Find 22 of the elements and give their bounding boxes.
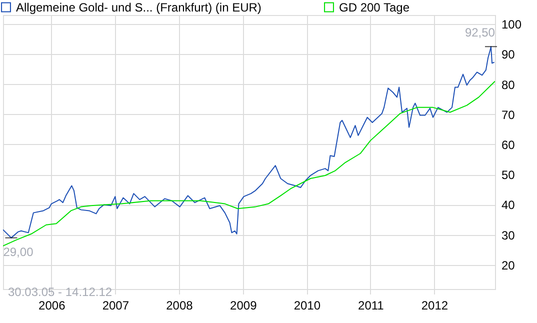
annotation: 30.03.05 - 14.12.12 [8,285,112,299]
y-tick-label: 30 [502,228,516,242]
annotation: 92,50 [464,26,496,40]
legend-label: GD 200 Tage [339,0,410,14]
line-series [3,80,495,246]
x-tick-label: 2006 [38,298,66,312]
y-tick-label: 70 [502,108,516,122]
annotation: 29,00 [3,244,34,259]
x-tick-label: 2008 [166,298,194,312]
y-tick-label: 90 [502,48,516,62]
y-tick-label: 50 [502,168,516,182]
x-tick-label: 2010 [294,298,321,312]
y-tick-label: 40 [502,198,516,212]
y-tick-label: 20 [502,258,516,272]
x-tick-label: 2011 [358,298,384,312]
y-tick-label: 100 [502,18,522,32]
legend-label: Allgemeine Gold- und S... (Frankfurt) (in EUR) [16,0,262,14]
y-tick-label: 80 [502,78,516,92]
x-tick-label: 2007 [102,298,130,312]
x-tick-label: 2009 [230,298,258,312]
y-tick-label: 60 [502,138,516,152]
x-tick-label: 2012 [421,298,448,312]
